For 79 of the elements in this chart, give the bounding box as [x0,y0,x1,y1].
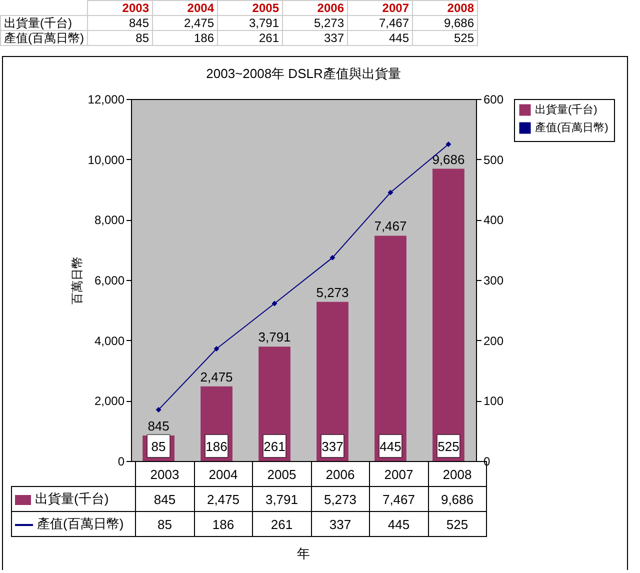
category-label: 2004 [187,1,214,15]
y-tick-label: 0 [118,454,125,468]
data-label: 445 [348,30,412,46]
point [388,190,394,196]
data-label: 3,791 [218,16,282,30]
text: 產值(百萬日幣) [37,516,124,531]
data-label: 5,273 [282,16,348,30]
text: 9,686 [440,492,474,506]
text: 186 [212,516,234,532]
data-label: 186 [152,30,218,46]
y-tick-label: 10,000 [88,152,125,167]
bar [432,168,464,461]
text: 3,791 [265,492,298,506]
category-label: 2005 [252,1,279,15]
bar [316,302,348,461]
y2-tick-label: 100 [484,394,504,408]
text: 845 [154,492,176,506]
point [214,346,220,352]
data-label: 85 [88,30,152,46]
text: 445 [380,439,402,454]
text: 出貨量(千台) [535,104,598,116]
text: 產值(百萬日幣) [4,31,84,45]
x-tick-label: 2003 [136,462,194,486]
text: 525 [446,516,468,532]
y2-tick-label: 200 [484,334,504,348]
text: 5,273 [316,284,349,300]
data-label: 337 [282,30,348,46]
text: 261 [270,516,293,532]
data-label: 9,686 [412,16,478,30]
text: 5,273 [324,492,357,506]
text: 2,475 [206,492,240,506]
x-tick-label: 2005 [252,462,311,486]
text: 337 [322,439,344,454]
category-label: 2003 [122,1,149,15]
bar [374,236,406,461]
data-label: 7,467 [348,16,412,30]
y-tick-label: 12,000 [88,92,125,106]
x-axis-title: 年 [296,545,311,563]
text: 337 [329,516,352,532]
point [446,142,452,147]
x-tick-label: 2004 [194,462,252,486]
text: 3,791 [258,330,291,345]
y2-tick-label: 500 [484,152,504,167]
text: 7,467 [374,218,407,234]
text: 186 [206,439,228,454]
text: 85 [151,439,166,454]
data-label: 525 [412,30,478,46]
legend-label: 產值(百萬日幣) [535,121,608,134]
x-tick-label: 2006 [311,462,370,486]
x-tick-label: 2007 [370,462,428,486]
text: 2,475 [200,369,233,384]
y-tick-label: 4,000 [94,334,125,348]
y-tick-label: 8,000 [94,213,125,228]
category-label: 2006 [317,1,344,15]
text: 7,467 [382,492,416,506]
y2-tick-label: 600 [484,92,504,106]
point [272,300,278,306]
text: 85 [158,516,172,532]
y2-tick-label: 300 [484,274,504,288]
point [330,254,336,260]
y2-tick-label: 400 [484,213,504,228]
point [156,406,162,412]
text: 261 [264,439,286,454]
text: 845 [148,418,170,434]
chart-title: 2003~2008年 DSLR產值與出貨量 [206,66,401,81]
x-tick-label: 2008 [442,466,472,482]
y-axis-title: 百萬日幣 [70,256,84,304]
category-label: 2007 [382,1,409,15]
legend-label: 出貨量(千台) [12,486,136,512]
text: 9,686 [432,152,465,167]
data-label: 261 [218,30,282,46]
y-tick-label: 6,000 [94,274,125,288]
text: 445 [388,516,410,532]
data-label: 845 [88,16,152,30]
text: 525 [438,439,460,454]
category-label: 2008 [447,1,474,15]
y-tick-label: 2,000 [94,394,125,408]
data-label: 2,475 [152,16,218,30]
text: 出貨量(千台) [4,16,72,30]
